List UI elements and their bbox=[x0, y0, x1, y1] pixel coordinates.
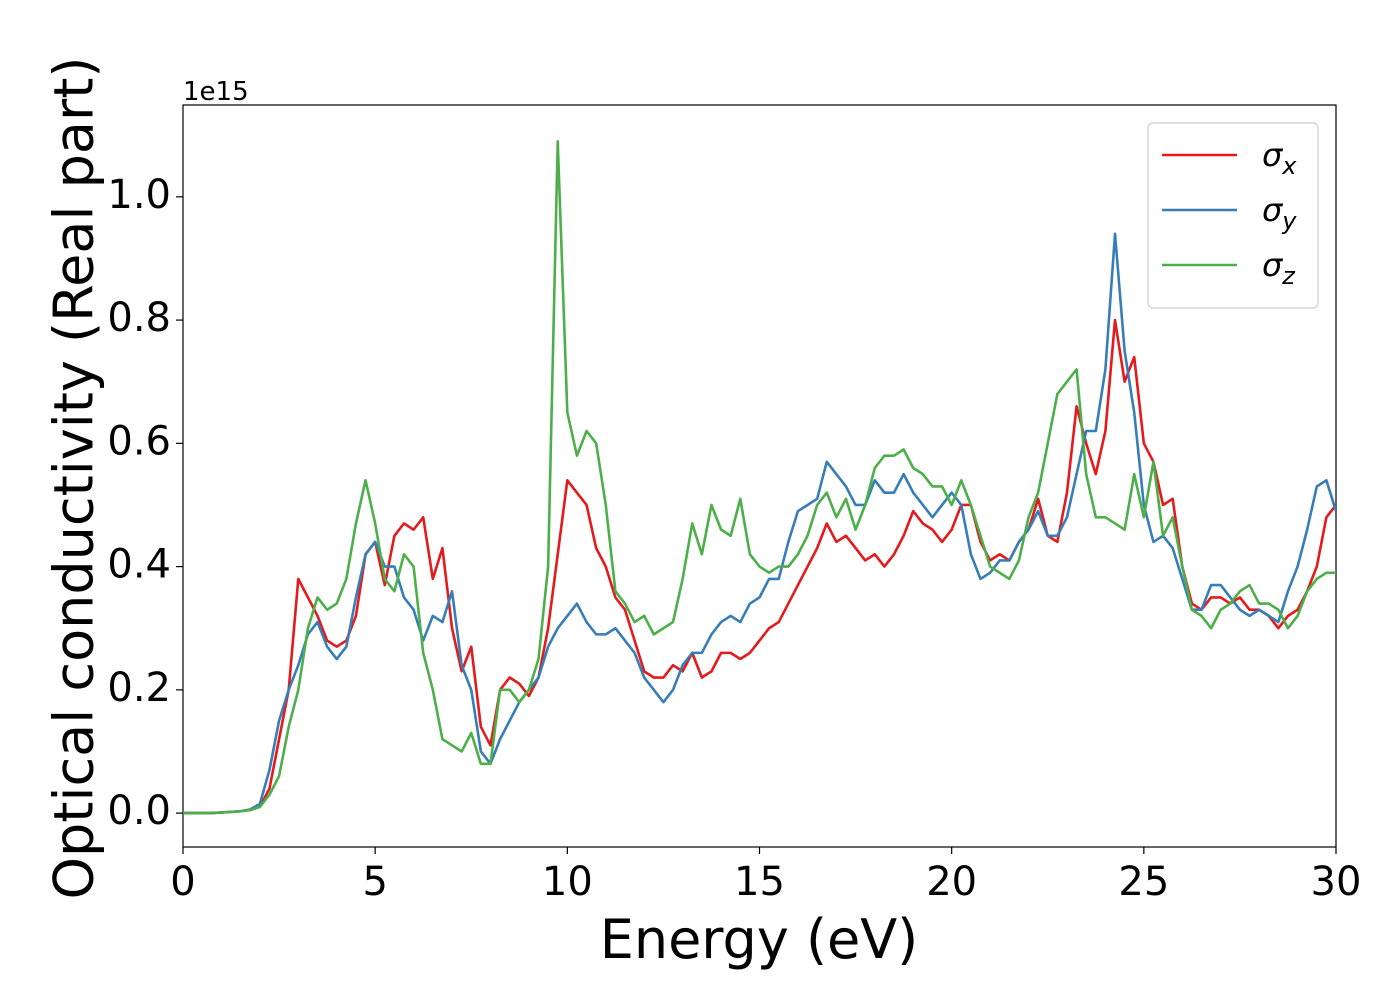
series-line bbox=[183, 232, 1336, 815]
y-offset-label: 1e15 bbox=[183, 77, 249, 107]
y-tick-label: 1.0 bbox=[107, 172, 171, 218]
x-tick-label: 25 bbox=[1118, 859, 1169, 905]
y-tick-label: 0.4 bbox=[107, 542, 171, 588]
y-tick-label: 0.8 bbox=[107, 295, 171, 341]
x-axis-label: Energy (eV) bbox=[600, 908, 919, 971]
legend: σx σy σz bbox=[1147, 122, 1319, 309]
y-axis-label: Optical conductivity (Real part) bbox=[43, 57, 106, 900]
legend-box bbox=[1147, 122, 1319, 309]
y-tick-label: 0.0 bbox=[107, 788, 171, 834]
x-tick-label: 10 bbox=[542, 859, 593, 905]
x-tick-label: 20 bbox=[926, 859, 977, 905]
legend-label: σy bbox=[1262, 191, 1297, 235]
x-tick-label: 5 bbox=[362, 859, 387, 905]
y-tick-label: 0.6 bbox=[107, 418, 171, 464]
x-tick-label: 0 bbox=[170, 859, 195, 905]
legend-label: σz bbox=[1262, 246, 1296, 290]
series-line bbox=[183, 140, 1336, 815]
y-tick-label: 0.2 bbox=[107, 665, 171, 711]
legend-label: σx bbox=[1262, 136, 1297, 180]
lines bbox=[183, 140, 1336, 815]
x-tick-label: 15 bbox=[734, 859, 785, 905]
x-tick-label: 30 bbox=[1311, 859, 1362, 905]
